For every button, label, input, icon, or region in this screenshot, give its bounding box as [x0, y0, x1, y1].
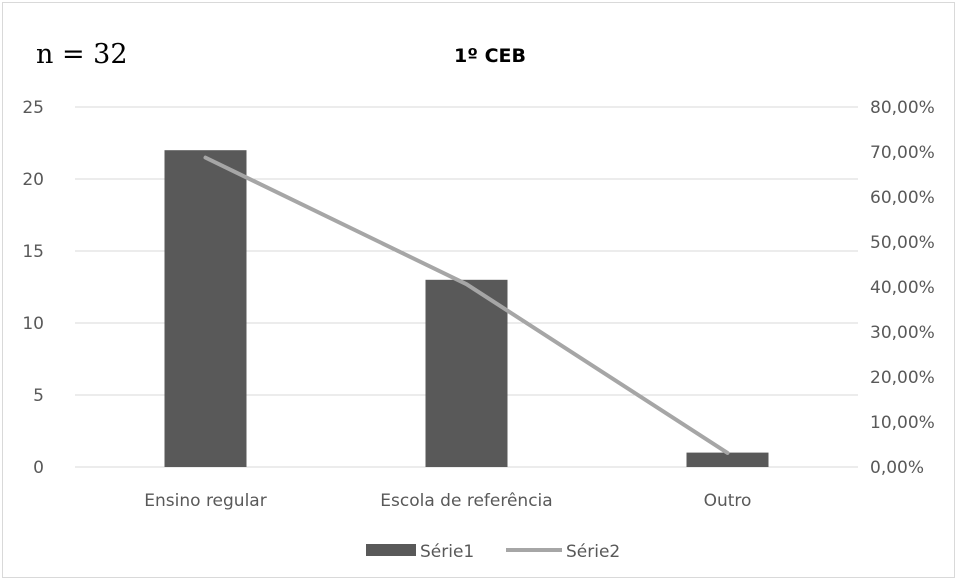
category-label: Outro	[704, 491, 752, 511]
bar	[425, 279, 508, 467]
right-axis-tick-label: 50,00%	[870, 233, 935, 253]
category-label: Escola de referência	[380, 491, 552, 511]
left-axis-tick-label: 20	[22, 170, 44, 190]
left-axis-tick-label: 25	[22, 98, 44, 118]
left-axis-tick-label: 15	[22, 242, 44, 262]
legend-label-serie2: Série2	[566, 542, 620, 562]
left-axis-tick-label: 10	[22, 314, 44, 334]
legend-label-serie1: Série1	[420, 542, 474, 562]
line-series	[203, 155, 730, 455]
right-axis-ticks: 0,00% 10,00% 20,00% 30,00% 40,00% 50,00% 60,00…	[870, 98, 935, 478]
right-axis-tick-label: 60,00%	[870, 188, 935, 208]
category-label: Ensino regular	[144, 491, 266, 511]
legend: Série1 Série2	[366, 542, 620, 562]
right-axis-tick-label: 20,00%	[870, 368, 935, 388]
left-axis-ticks: 0 5 10 15 20 25	[22, 98, 44, 478]
bar-series	[164, 150, 769, 467]
left-axis-tick-label: 0	[33, 458, 44, 478]
sample-size-annotation: n = 32	[36, 39, 128, 70]
legend-swatch-serie1	[366, 544, 416, 556]
category-labels: Ensino regular Escola de referência Outro	[144, 491, 751, 511]
chart-title: 1º CEB	[454, 45, 526, 67]
bar	[164, 150, 247, 467]
right-axis-tick-label: 40,00%	[870, 278, 935, 298]
left-axis-tick-label: 5	[33, 386, 44, 406]
right-axis-tick-label: 80,00%	[870, 98, 935, 118]
right-axis-tick-label: 10,00%	[870, 413, 935, 433]
right-axis-tick-label: 0,00%	[870, 458, 924, 478]
right-axis-tick-label: 30,00%	[870, 323, 935, 343]
right-axis-tick-label: 70,00%	[870, 143, 935, 163]
bar	[686, 452, 769, 467]
